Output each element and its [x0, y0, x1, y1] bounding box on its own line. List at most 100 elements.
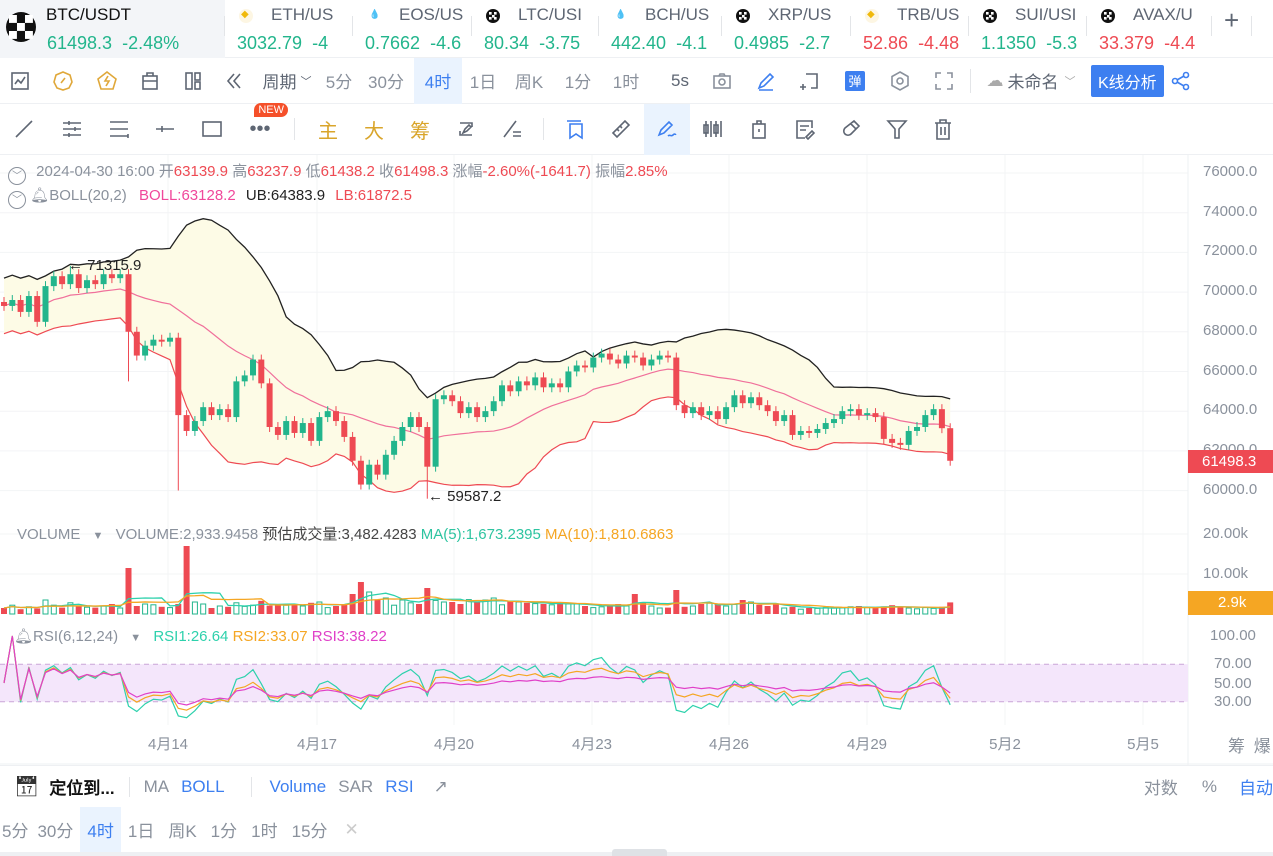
fullscreen-button[interactable]: [922, 58, 966, 104]
ticker-change: -3.75: [539, 33, 581, 53]
swap-icon: [503, 120, 521, 138]
share-icon: [1171, 71, 1189, 90]
close-icon[interactable]: ✕: [344, 819, 359, 839]
dropdown-caret-icon[interactable]: ▼: [130, 632, 142, 644]
ticker-item[interactable]: BTC/USDT 61498.3 -2.48%: [0, 0, 225, 58]
channel-tool[interactable]: [96, 106, 142, 152]
compass-button[interactable]: [40, 58, 86, 104]
portfolio-button[interactable]: [128, 58, 172, 104]
liquidation-toggle[interactable]: 爆: [1253, 737, 1271, 756]
swap-tool[interactable]: [489, 106, 535, 152]
filter-tool[interactable]: [874, 106, 920, 152]
timeframe-1[interactable]: 30分: [368, 73, 404, 92]
candle-tool[interactable]: [690, 106, 736, 152]
bottom-timeframe-6[interactable]: 1时: [251, 822, 278, 841]
draw-button[interactable]: [744, 58, 788, 104]
percent-scale-toggle[interactable]: %: [1201, 776, 1217, 796]
bottom-timeframe-3[interactable]: 1日: [127, 822, 155, 841]
main-force-button[interactable]: 主: [318, 120, 338, 143]
kline-chart[interactable]: [0, 155, 1273, 765]
lightning-button[interactable]: [86, 58, 128, 104]
ticker-item[interactable]: LTC/USI 80.34 -3.75: [472, 0, 599, 58]
lock-tool[interactable]: [736, 106, 782, 152]
high-label: 高: [232, 163, 248, 180]
bottom-timeframe-2[interactable]: 4时: [80, 807, 121, 852]
collapse-icon[interactable]: ﹀: [8, 167, 26, 185]
more-tools-button[interactable]: ••• NEW: [236, 103, 288, 152]
rsi-name[interactable]: RSI(6,12,24): [33, 628, 119, 645]
chart-type-button[interactable]: [0, 58, 40, 104]
axis-corner-buttons[interactable]: 筹 爆: [1228, 732, 1271, 757]
rsi2-value: RSI2:33.07: [232, 628, 308, 645]
timeframe-4[interactable]: 周K: [514, 73, 544, 92]
timeframe-3[interactable]: 1日: [469, 73, 497, 92]
ticker-item[interactable]: BCH/US 442.40 -4.1: [599, 0, 722, 58]
layout-name-dropdown[interactable]: ☁ 未命名 ﹀: [975, 58, 1087, 104]
magnet-tool[interactable]: [828, 106, 874, 152]
indicator-volume[interactable]: Volume: [269, 776, 327, 796]
ticker-item[interactable]: TRB/US 52.86 -4.48: [851, 0, 969, 58]
parallel-line-tool[interactable]: [48, 106, 96, 152]
panel-expand-handle[interactable]: [612, 849, 667, 856]
locate-button[interactable]: 定位到...: [49, 779, 115, 798]
indicator-boll[interactable]: BOLL: [181, 776, 225, 796]
indicator-ma[interactable]: MA: [143, 776, 170, 796]
boll-ub-value: UB:64383.9: [245, 187, 326, 204]
timeframe-5[interactable]: 1分: [564, 73, 592, 92]
candle-up: [623, 355, 630, 364]
log-scale-toggle[interactable]: 对数: [1143, 779, 1178, 798]
add-ticker-button[interactable]: +: [1212, 0, 1252, 58]
refresh-interval-button[interactable]: 5s: [671, 70, 689, 90]
timeframe-2[interactable]: 4时: [414, 57, 462, 104]
layout-button[interactable]: [172, 58, 214, 104]
period-dropdown[interactable]: 周期 ﹀: [254, 58, 320, 104]
indicator-sar[interactable]: SAR: [338, 776, 374, 796]
bottom-timeframe-7[interactable]: 15分: [291, 822, 328, 841]
replay-button[interactable]: [214, 58, 254, 104]
ticker-item[interactable]: EOS/US 0.7662 -4.6: [353, 0, 472, 58]
candle-down: [158, 339, 165, 342]
boll-name[interactable]: BOLL(20,2): [49, 187, 127, 204]
ticker-item[interactable]: AVAX/U 33.379 -4.4: [1087, 0, 1212, 58]
bottom-timeframe-1[interactable]: 30分: [37, 822, 74, 841]
alert-bell-icon[interactable]: 🔔︎: [30, 187, 50, 204]
bookmark-tool[interactable]: [552, 106, 598, 152]
volume-name[interactable]: VOLUME: [17, 526, 81, 543]
dropdown-caret-icon[interactable]: ▼: [92, 530, 104, 542]
freehand-tool[interactable]: [644, 103, 690, 155]
settings-button[interactable]: [878, 58, 922, 104]
bottom-timeframe-4[interactable]: 周K: [168, 822, 197, 841]
horizontal-line-tool[interactable]: [142, 106, 188, 152]
timeframe-6[interactable]: 1时: [612, 73, 640, 92]
bottom-timeframe-0[interactable]: 5分: [2, 822, 29, 841]
sync-draw-button[interactable]: [443, 106, 489, 152]
rectangle-tool[interactable]: [188, 106, 236, 152]
large-order-button[interactable]: 大: [364, 120, 384, 143]
collapse-icon[interactable]: ﹀: [8, 191, 26, 209]
volume-bar: [665, 607, 671, 614]
danmaku-toggle[interactable]: 弹: [832, 58, 878, 104]
kline-analysis-button[interactable]: K线分析: [1091, 64, 1164, 97]
edit-indicators-icon[interactable]: ↗︎: [433, 776, 448, 796]
alert-bell-icon[interactable]: 🔔︎: [14, 628, 34, 645]
delete-drawings-button[interactable]: [920, 106, 966, 152]
ticker-item[interactable]: XRP/US 0.4985 -2.7: [722, 0, 851, 58]
auto-scale-toggle[interactable]: 自动: [1239, 779, 1273, 798]
chip-toggle[interactable]: 筹: [1228, 737, 1245, 756]
calendar-icon[interactable]: 📅︎: [14, 776, 40, 798]
add-frame-button[interactable]: [788, 58, 832, 104]
ticker-item[interactable]: SUI/USI 1.1350 -5.3: [969, 0, 1087, 58]
timeframe-0[interactable]: 5分: [325, 73, 353, 92]
measure-tool[interactable]: [598, 106, 644, 152]
share-button[interactable]: [1164, 58, 1198, 104]
ticker-item[interactable]: ETH/US 3032.79 -4: [225, 0, 353, 58]
volume-bar: [357, 582, 364, 614]
volume-bar: [540, 604, 547, 614]
note-tool[interactable]: [782, 106, 828, 152]
bottom-timeframe-5[interactable]: 1分: [210, 822, 238, 841]
indicator-rsi[interactable]: RSI: [385, 776, 414, 796]
chip-distribution-button[interactable]: 筹: [410, 120, 430, 143]
trend-line-tool[interactable]: [0, 106, 48, 152]
screenshot-button[interactable]: [700, 58, 744, 104]
candle-up: [391, 440, 398, 455]
